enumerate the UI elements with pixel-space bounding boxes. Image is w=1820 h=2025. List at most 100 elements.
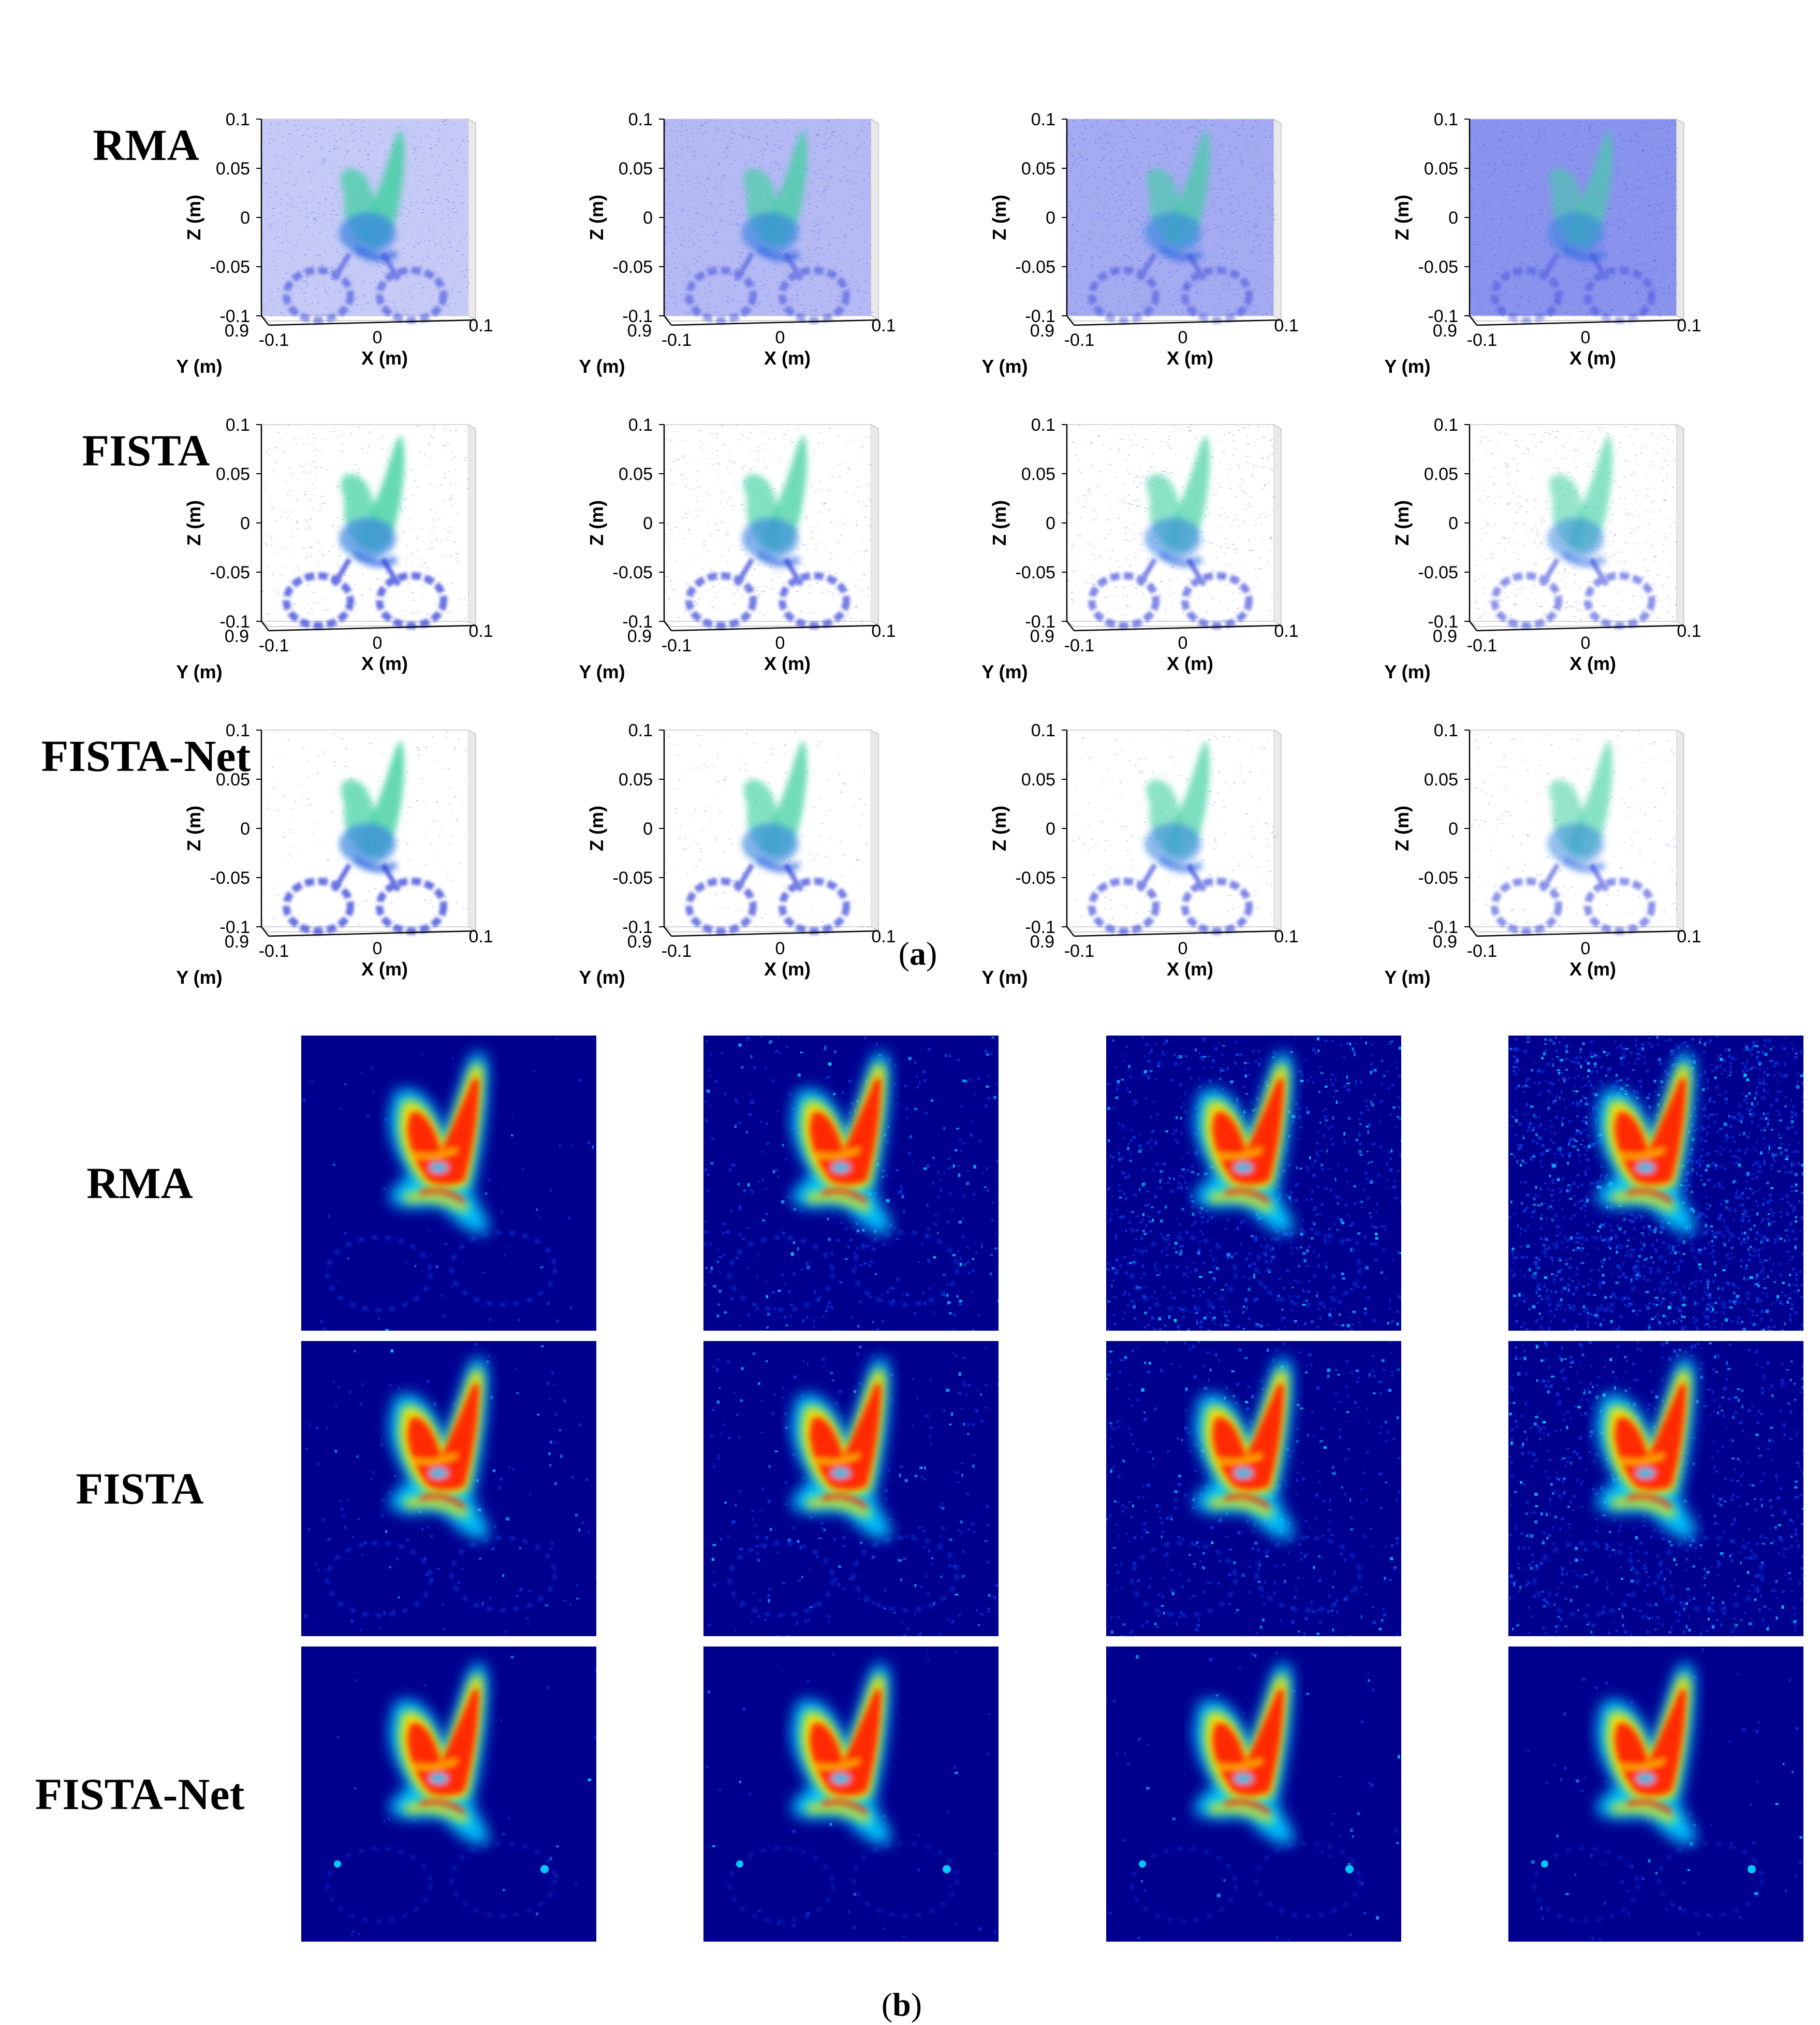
x-tick-label: 0.1	[871, 621, 896, 641]
x-axis-label: X (m)	[764, 653, 811, 674]
z-axis-label: Z (m)	[183, 195, 204, 240]
z-tick-label: 0.05	[1021, 159, 1055, 179]
z-tick-label: 0.05	[619, 770, 653, 790]
figure-b-row-label: RMA	[86, 1158, 193, 1208]
x-tick-label: 0.1	[871, 927, 896, 946]
z-axis-label: Z (m)	[183, 500, 204, 546]
y-axis-label: Y (m)	[1384, 967, 1430, 988]
reconstruction-image	[301, 1647, 596, 1942]
x-tick-label: 0.1	[468, 927, 493, 946]
figure-a-row-label: FISTA	[82, 426, 210, 475]
y-axis-label: Y (m)	[176, 967, 222, 988]
y-tick-label: 0.9	[225, 627, 249, 646]
z-tick-label: -0.05	[1418, 563, 1459, 582]
x-tick-label: 0.1	[1274, 621, 1298, 641]
z-tick-label: -0.1	[219, 917, 250, 937]
reconstruction-image	[1106, 1647, 1401, 1942]
figure-b-row-label: FISTA-Net	[35, 1769, 245, 1819]
z-tick-label: 0.1	[226, 110, 250, 129]
x-tick-label: 0	[373, 939, 383, 958]
z-tick-label: -0.05	[210, 868, 251, 888]
z-axis-label: Z (m)	[1391, 500, 1413, 546]
reconstruction-image	[703, 1341, 999, 1636]
x-tick-label: -0.1	[662, 941, 692, 961]
y-tick-label: 0.9	[1433, 932, 1457, 952]
y-axis-label: Y (m)	[579, 356, 625, 377]
z-tick-label: -0.05	[210, 563, 251, 582]
z-tick-label: 0.1	[226, 721, 250, 740]
volume-render-panel: 0.1 0.05 0 -0.05 -0.1 Z (m) 0.9 -0.1 0 0.1 Y (m) X …	[958, 399, 1331, 689]
x-tick-label: 0.1	[871, 316, 896, 336]
z-tick-label: -0.05	[613, 868, 653, 888]
y-tick-label: 0.9	[627, 627, 652, 646]
y-tick-label: 0.9	[627, 932, 652, 952]
z-tick-label: 0	[240, 514, 250, 533]
z-tick-label: -0.1	[622, 307, 653, 326]
x-tick-label: 0.1	[468, 316, 493, 336]
y-axis-label: Y (m)	[579, 661, 625, 682]
z-tick-label: -0.1	[219, 307, 250, 326]
z-tick-label: -0.05	[210, 257, 251, 277]
reconstruction-image	[703, 1647, 999, 1942]
volume-render-panel: 0.1 0.05 0 -0.05 -0.1 Z (m) 0.9 -0.1 0 0.1 Y (m) X …	[153, 399, 525, 689]
reconstruction-image	[1106, 1341, 1401, 1636]
z-tick-label: -0.05	[613, 257, 653, 277]
y-tick-label: 0.9	[1433, 627, 1457, 646]
volume-render-panel: 0.1 0.05 0 -0.05 -0.1 Z (m) 0.9 -0.1 0 0.1 Y (m) X …	[555, 704, 928, 994]
x-tick-label: 0.1	[1274, 316, 1298, 336]
z-tick-label: 0.1	[628, 110, 653, 129]
z-axis-label: Z (m)	[1391, 195, 1413, 240]
x-tick-label: 0.1	[1677, 316, 1701, 336]
z-tick-label: 0.1	[628, 721, 653, 740]
z-tick-label: -0.1	[1025, 612, 1055, 632]
z-tick-label: 0	[1448, 819, 1458, 839]
volume-render-panel: 0.1 0.05 0 -0.05 -0.1 Z (m) 0.9 -0.1 0 0.1 Y (m) X …	[153, 704, 525, 994]
z-tick-label: 0	[240, 819, 250, 839]
volume-render-panel: 0.1 0.05 0 -0.05 -0.1 Z (m) 0.9 -0.1 0 0.1 Y (m) X …	[153, 93, 525, 383]
z-tick-label: 0.1	[1031, 415, 1055, 435]
z-tick-label: -0.1	[1025, 307, 1055, 326]
y-axis-label: Y (m)	[1384, 661, 1430, 682]
volume-render-panel: 0.1 0.05 0 -0.05 -0.1 Z (m) 0.9 -0.1 0 0.1 Y (m) X …	[555, 93, 928, 383]
z-tick-label: 0.1	[1434, 721, 1458, 740]
z-tick-label: 0	[240, 208, 250, 228]
x-tick-label: 0	[373, 328, 383, 347]
z-axis-label: Z (m)	[586, 500, 607, 546]
x-tick-label: 0	[775, 633, 785, 653]
x-axis-label: X (m)	[764, 958, 811, 980]
x-tick-label: -0.1	[259, 941, 289, 961]
z-tick-label: -0.05	[1418, 257, 1459, 277]
z-tick-label: 0	[1046, 208, 1055, 228]
z-tick-label: 0	[643, 514, 653, 533]
z-tick-label: 0	[643, 208, 653, 228]
y-axis-label: Y (m)	[981, 661, 1028, 682]
reconstruction-image	[1508, 1341, 1803, 1636]
z-tick-label: 0.05	[1021, 770, 1055, 790]
z-axis-label: Z (m)	[586, 195, 607, 240]
x-axis-label: X (m)	[1569, 958, 1616, 980]
y-tick-label: 0.9	[1433, 321, 1457, 341]
x-tick-label: 0	[1581, 633, 1591, 653]
z-tick-label: 0	[1046, 819, 1055, 839]
z-tick-label: -0.05	[1016, 563, 1056, 582]
z-tick-label: 0.05	[216, 159, 250, 179]
z-tick-label: 0.05	[216, 464, 250, 484]
z-tick-label: 0.1	[1031, 110, 1055, 129]
y-axis-label: Y (m)	[981, 967, 1028, 988]
x-tick-label: -0.1	[259, 330, 289, 350]
x-tick-label: -0.1	[662, 330, 692, 350]
x-axis-label: X (m)	[1569, 653, 1616, 674]
x-tick-label: -0.1	[1064, 330, 1095, 350]
x-tick-label: 0	[1178, 939, 1188, 958]
z-axis-label: Z (m)	[989, 500, 1010, 546]
x-tick-label: 0.1	[1677, 621, 1701, 641]
z-tick-label: 0	[1448, 208, 1458, 228]
y-tick-label: 0.9	[225, 321, 249, 341]
z-tick-label: 0.05	[216, 770, 250, 790]
z-axis-label: Z (m)	[586, 806, 607, 851]
volume-render-panel: 0.1 0.05 0 -0.05 -0.1 Z (m) 0.9 -0.1 0 0.1 Y (m) X …	[1361, 704, 1734, 994]
z-tick-label: -0.1	[1428, 307, 1458, 326]
x-tick-label: 0.1	[468, 621, 493, 641]
x-tick-label: -0.1	[1467, 636, 1498, 655]
volume-render-panel: 0.1 0.05 0 -0.05 -0.1 Z (m) 0.9 -0.1 0 0.1 Y (m) X …	[958, 704, 1331, 994]
